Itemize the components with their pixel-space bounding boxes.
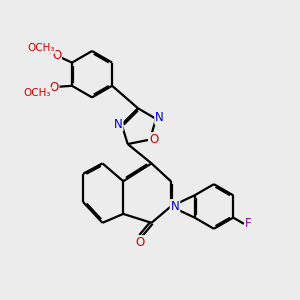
Text: OCH₃: OCH₃ <box>23 88 51 98</box>
Text: O: O <box>49 81 58 94</box>
Text: O: O <box>149 133 158 146</box>
Text: N: N <box>114 118 123 130</box>
Text: O: O <box>52 49 61 62</box>
Text: F: F <box>245 218 252 230</box>
Text: O: O <box>136 236 145 249</box>
Text: N: N <box>155 111 164 124</box>
Text: N: N <box>171 200 179 213</box>
Text: OCH₃: OCH₃ <box>27 43 55 53</box>
